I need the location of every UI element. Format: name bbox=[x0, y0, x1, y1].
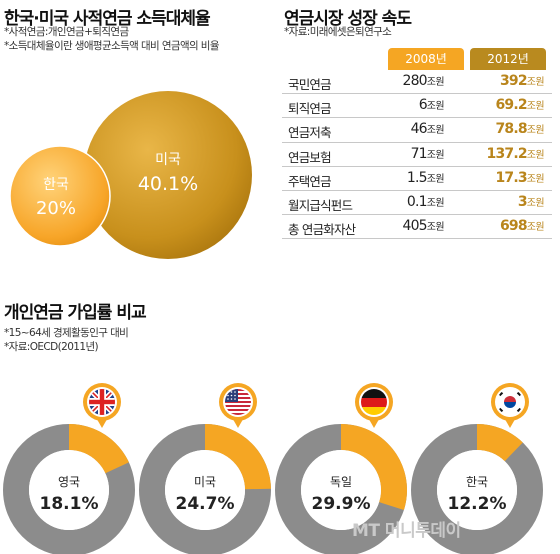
row-label: 월지급식펀드 bbox=[288, 197, 353, 213]
uk-flag-icon bbox=[83, 383, 121, 428]
donut-value-arc bbox=[205, 424, 271, 490]
value-2012: 17.3조원 bbox=[495, 169, 544, 186]
donut-country-label: 미국 bbox=[194, 475, 216, 489]
row-label: 국민연금 bbox=[288, 77, 332, 92]
donut-value-arc bbox=[69, 424, 129, 474]
value-2008: 46조원 bbox=[410, 121, 445, 138]
donut-value-arc bbox=[341, 424, 407, 511]
value-2012: 69.2조원 bbox=[495, 97, 544, 114]
row-label: 퇴직연금 bbox=[288, 101, 332, 117]
bubble-chart: 미국 40.1% 한국 20% bbox=[9, 91, 252, 259]
donut-value-label: 18.1% bbox=[40, 494, 99, 514]
donut-value-label: 12.2% bbox=[448, 494, 507, 514]
donut-country-label: 한국 bbox=[466, 475, 488, 489]
bubble-korea bbox=[9, 145, 111, 247]
table-row: 퇴직연금 6조원 69.2조원 bbox=[282, 94, 552, 119]
donut-0: 영국 18.1% bbox=[3, 383, 135, 554]
germany-flag-icon bbox=[355, 383, 393, 428]
table-row: 총 연금화자산 405조원 698조원 bbox=[282, 215, 552, 240]
bubble-us-name: 미국 bbox=[155, 152, 181, 168]
donut-hole bbox=[301, 450, 381, 530]
bubble-us bbox=[84, 91, 252, 259]
value-2008: 1.5조원 bbox=[406, 169, 445, 186]
value-2008: 71조원 bbox=[410, 145, 445, 162]
bubble-us-value: 40.1% bbox=[138, 173, 198, 195]
value-2008: 0.1조원 bbox=[406, 193, 445, 210]
donut-country-label: 영국 bbox=[58, 475, 80, 489]
table-row: 월지급식펀드 0.1조원 3조원 bbox=[282, 191, 552, 216]
table-row: 연금보험 71조원 137.2조원 bbox=[282, 143, 552, 167]
table-title: 연금시장 성장 속도 bbox=[284, 9, 412, 29]
donut-value-label: 29.9% bbox=[312, 494, 371, 514]
table-header: 2008년 2012년 bbox=[282, 48, 552, 70]
bubble-korea-name: 한국 bbox=[43, 177, 69, 193]
korea-flag-icon bbox=[491, 383, 529, 428]
donut-charts: 영국 18.1% 미국 24.7% 독일 29.9% 한국 12.2% bbox=[3, 383, 543, 554]
donut-hole bbox=[437, 450, 517, 530]
donut-1: 미국 24.7% bbox=[139, 383, 271, 554]
value-2008: 280조원 bbox=[402, 73, 444, 89]
table-row: 연금저축 46조원 78.8조원 bbox=[282, 118, 552, 143]
row-label: 주택연금 bbox=[288, 173, 332, 189]
bubble-chart-title: 한국·미국 사적연금 소득대체율 bbox=[4, 9, 211, 29]
value-2008: 6조원 bbox=[418, 97, 445, 114]
table-source: *자료:미래에셋은퇴연구소 bbox=[284, 26, 392, 38]
table-row: 주택연금 1.5조원 17.3조원 bbox=[282, 167, 552, 191]
row-label: 총 연금화자산 bbox=[288, 222, 356, 238]
donut-chart-title: 개인연금 가입률 비교 bbox=[4, 303, 147, 323]
donut-hole bbox=[165, 450, 245, 530]
value-2012: 392조원 bbox=[499, 73, 545, 89]
bubble-note-2: *소득대체율이란 생애평균소득액 대비 연금액의 비율 bbox=[4, 40, 220, 52]
watermark-logo: MT 머니투데이 bbox=[352, 521, 461, 541]
value-2012: 78.8조원 bbox=[495, 121, 544, 138]
bubble-note-1: *사적연금:개인연금+퇴직연금 bbox=[4, 26, 129, 38]
column-header-2012: 2012년 bbox=[470, 48, 546, 70]
row-label: 연금보험 bbox=[288, 149, 332, 165]
donut-note-1: *15~64세 경제활동인구 대비 bbox=[4, 327, 129, 339]
donut-2: 독일 29.9% bbox=[275, 383, 407, 554]
us-flag-icon bbox=[219, 383, 257, 428]
donut-value-arc bbox=[477, 424, 523, 462]
bubble-korea-value: 20% bbox=[36, 198, 76, 219]
row-label: 연금저축 bbox=[288, 125, 332, 141]
column-header-2008: 2008년 bbox=[388, 48, 464, 70]
value-2012: 3조원 bbox=[517, 193, 545, 210]
donut-country-label: 독일 bbox=[330, 475, 352, 489]
table-row: 국민연금 280조원 392조원 bbox=[282, 70, 552, 95]
value-2012: 137.2조원 bbox=[486, 145, 545, 162]
donut-note-2: *자료:OECD(2011년) bbox=[4, 341, 99, 353]
donut-value-label: 24.7% bbox=[176, 494, 235, 514]
value-2012: 698조원 bbox=[499, 218, 545, 235]
donut-hole bbox=[29, 450, 109, 530]
value-2008: 405조원 bbox=[402, 218, 444, 235]
donut-3: 한국 12.2% bbox=[411, 383, 543, 554]
